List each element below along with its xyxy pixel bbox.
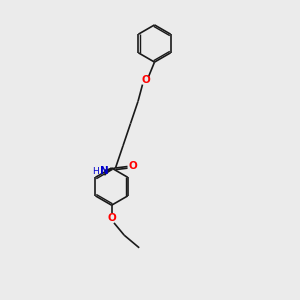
Text: O: O [128,160,137,171]
Text: O: O [141,75,150,85]
Text: O: O [107,213,116,223]
Text: H: H [92,167,98,176]
Text: N: N [100,166,109,176]
